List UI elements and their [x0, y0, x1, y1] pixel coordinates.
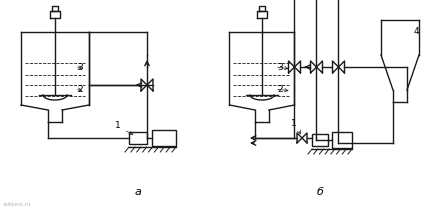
Text: 2: 2 — [77, 84, 83, 93]
Bar — [129, 132, 147, 144]
Text: б: б — [316, 187, 322, 197]
Text: а: а — [134, 187, 141, 197]
Bar — [311, 134, 327, 146]
Bar — [152, 130, 176, 146]
Text: 3: 3 — [77, 63, 83, 71]
Text: 3: 3 — [276, 63, 282, 71]
Text: 1: 1 — [115, 121, 121, 130]
Text: 2: 2 — [276, 84, 282, 93]
Bar — [331, 132, 351, 148]
Text: 1: 1 — [291, 119, 296, 128]
Text: autbest.ru: autbest.ru — [3, 202, 32, 207]
Text: 4: 4 — [413, 28, 419, 37]
